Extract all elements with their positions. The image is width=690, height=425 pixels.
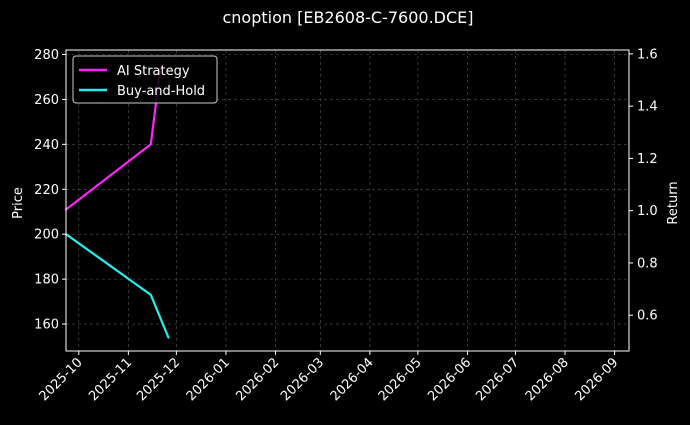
legend-label-buy-and-hold: Buy-and-Hold (117, 84, 205, 99)
y-axis-label: Price (11, 187, 26, 219)
legend: AI Strategy Buy-and-Hold (72, 55, 218, 104)
y-axis-left: 160 180 200 220 240 260 280 (34, 48, 66, 333)
y2-tick-label: 0.6 (637, 309, 658, 324)
legend-label-ai-strategy: AI Strategy (117, 64, 190, 79)
y-tick-label: 280 (34, 48, 59, 63)
y-tick-label: 200 (34, 228, 59, 243)
series-line-buy-and-hold (64, 233, 170, 339)
y2-tick-label: 1.2 (637, 152, 658, 167)
plot-frame (65, 49, 630, 352)
y-tick-label: 160 (34, 318, 59, 333)
y2-axis-label: Return (666, 181, 681, 224)
y-tick-label: 260 (34, 93, 59, 108)
legend-box (72, 55, 218, 104)
y2-tick-label: 0.8 (637, 256, 658, 271)
y-tick-label: 240 (34, 138, 59, 153)
y2-tick-label: 1.6 (637, 47, 658, 62)
chart-title: cnoption [EB2608-C-7600.DCE] (222, 8, 473, 27)
y-axis-right: 0.6 0.8 1.0 1.2 1.4 1.6 (629, 47, 658, 324)
y-tick-label: 180 (34, 273, 59, 288)
y-tick-label: 220 (34, 183, 59, 198)
y2-tick-label: 1.4 (637, 100, 658, 115)
y2-tick-label: 1.0 (637, 204, 658, 219)
